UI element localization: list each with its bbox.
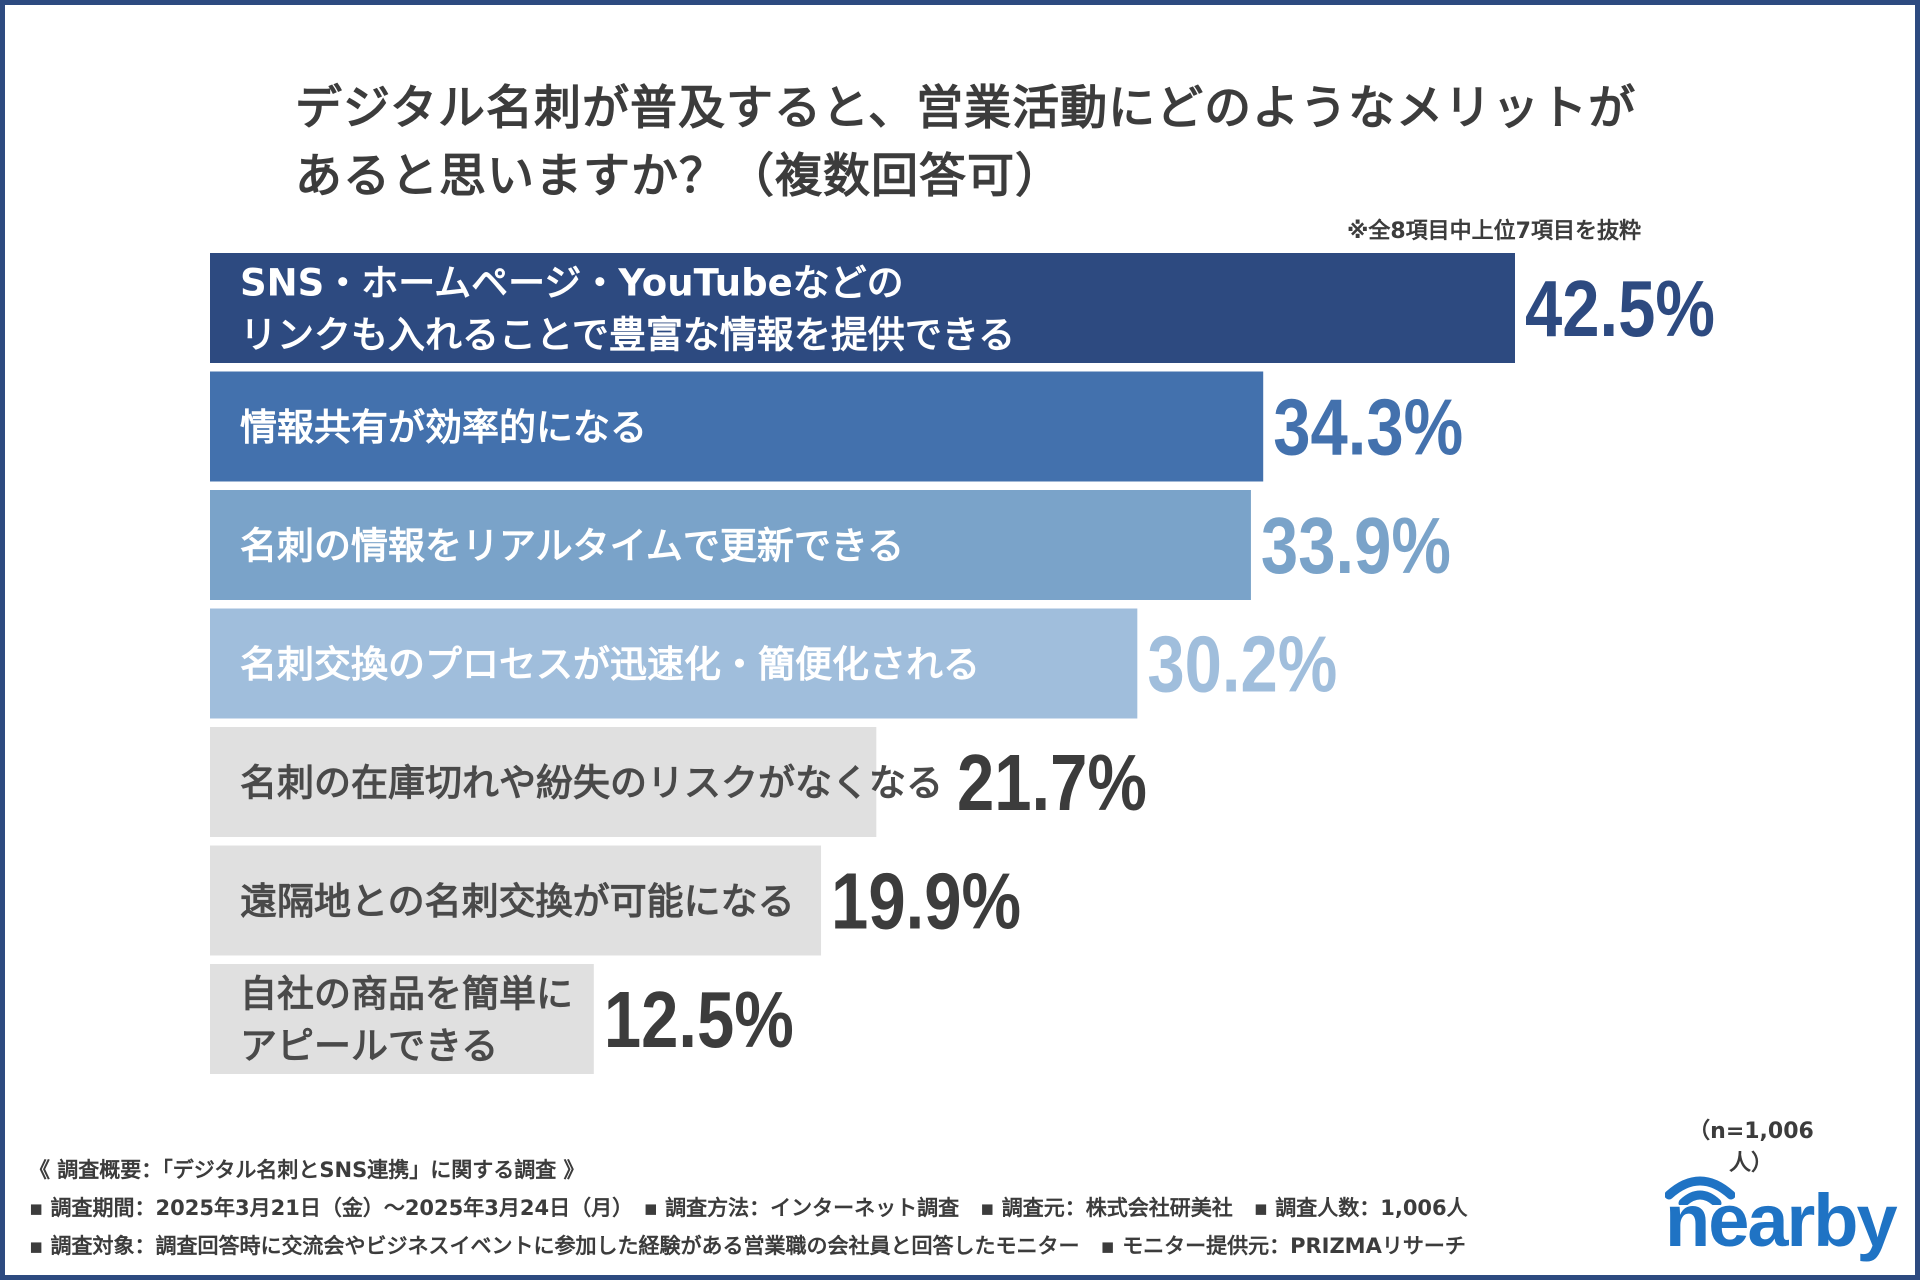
bar-label-3: 名刺の情報をリアルタイムで更新できる: [240, 524, 904, 567]
value-label-5: 21.7%: [957, 738, 1147, 827]
bar-label-2: 情報共有が効率的になる: [240, 406, 647, 449]
bar-label-1: SNS・ホームページ・YouTubeなどのリンクも入れることで豊富な情報を提供で…: [240, 261, 1015, 356]
survey-details-1: ▪ 調査期間：2025年3月21日（金）〜2025年3月24日（月） ▪ 調査方…: [29, 1196, 1468, 1220]
bar-5: [210, 727, 877, 837]
value-label-4: 30.2%: [1147, 620, 1337, 709]
bar-1: [210, 253, 1515, 363]
bar-4: [210, 608, 1138, 719]
survey-summary: 《 調査概要：「デジタル名刺とSNS連携」に関する調査 》: [29, 1158, 585, 1182]
bar-chart: SNS・ホームページ・YouTubeなどのリンクも入れることで豊富な情報を提供で…: [210, 253, 1715, 1074]
bar-label-5: 名刺の在庫切れや紛失のリスクがなくなる: [240, 761, 943, 804]
logo-text: nearby: [1665, 1179, 1898, 1262]
bar-label-6: 遠隔地との名刺交換が可能になる: [240, 880, 795, 923]
bar-3: [210, 490, 1251, 600]
sample-size: （n=1,006人）: [1688, 1119, 1814, 1176]
survey-details-2: ▪ 調査対象：調査回答時に交流会やビジネスイベントに参加した経験がある営業職の会…: [29, 1234, 1466, 1258]
title-line-1: デジタル名刺が普及すると、営業活動にどのようなメリットが: [295, 81, 1637, 136]
value-label-6: 19.9%: [831, 857, 1021, 946]
selection-note: ※全8項目中上位7項目を抜粋: [1346, 219, 1641, 244]
wifi-signal-icon: [1665, 1176, 1735, 1205]
value-label-7: 12.5%: [604, 975, 794, 1064]
nearby-logo: nearby: [1665, 1165, 1905, 1265]
value-label-2: 34.3%: [1273, 383, 1463, 472]
bar-label-7: 自社の商品を簡単にアピールできる: [240, 972, 573, 1067]
value-label-3: 33.9%: [1261, 501, 1451, 590]
bar-2: [210, 371, 1264, 482]
survey-footer: 《 調査概要：「デジタル名刺とSNS連携」に関する調査 》 ▪ 調査期間：202…: [29, 1151, 1468, 1265]
bar-6: [210, 845, 822, 956]
chart-title: デジタル名刺が普及すると、営業活動にどのようなメリットが あると思いますか？（複…: [295, 75, 1715, 211]
value-label-1: 42.5%: [1525, 264, 1715, 353]
title-line-2: あると思いますか？（複数回答可）: [295, 149, 1063, 204]
bar-label-4: 名刺交換のプロセスが迅速化・簡便化される: [240, 643, 980, 686]
bar-7: [210, 964, 594, 1074]
